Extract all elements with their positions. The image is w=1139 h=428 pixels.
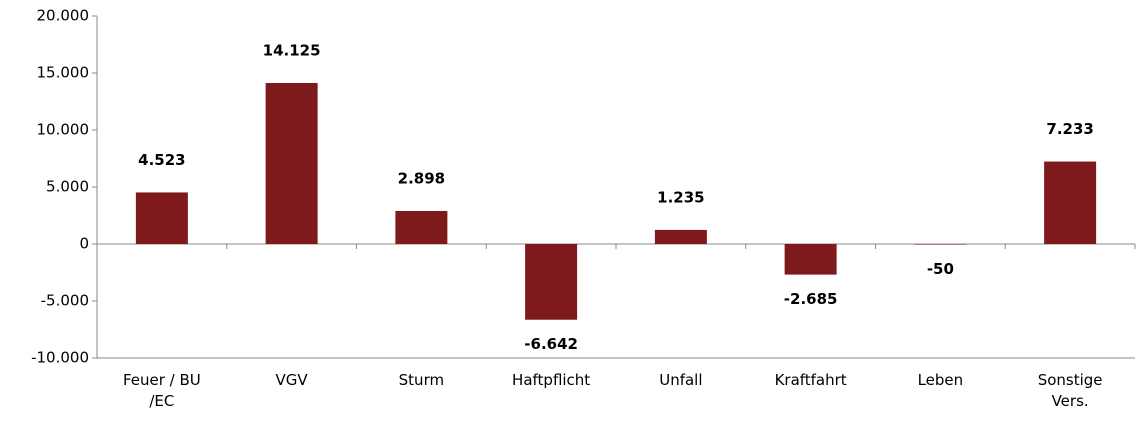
bar bbox=[1044, 161, 1097, 244]
data-label: 1.235 bbox=[657, 188, 704, 206]
x-tick-label: Kraftfahrt bbox=[774, 371, 847, 389]
x-tick-label: Sonstige Vers. bbox=[1037, 371, 1103, 410]
bar bbox=[135, 192, 188, 244]
y-tick-label: 0 bbox=[79, 235, 89, 253]
data-label: -2.685 bbox=[784, 290, 838, 308]
x-tick-label: Unfall bbox=[659, 371, 703, 389]
y-tick-label: -5.000 bbox=[41, 292, 89, 310]
y-tick-label: 10.000 bbox=[37, 121, 90, 139]
y-tick-label: 20.000 bbox=[37, 7, 90, 25]
x-tick-label: VGV bbox=[275, 371, 308, 389]
x-tick-label: Leben bbox=[917, 371, 964, 389]
data-label: 2.898 bbox=[398, 169, 445, 187]
y-tick-label: 15.000 bbox=[37, 64, 90, 82]
data-label: 14.125 bbox=[263, 41, 321, 59]
data-label: 4.523 bbox=[138, 151, 185, 169]
x-tick-label: Haftpflicht bbox=[512, 371, 591, 389]
data-label: 7.233 bbox=[1046, 120, 1093, 138]
y-tick-label: 5.000 bbox=[46, 178, 89, 196]
data-label: -6.642 bbox=[524, 335, 578, 353]
bar bbox=[525, 244, 578, 320]
bar bbox=[654, 229, 707, 244]
bar bbox=[914, 244, 967, 245]
bar bbox=[265, 82, 318, 244]
bar bbox=[784, 244, 837, 275]
data-label: -50 bbox=[927, 260, 954, 278]
bar bbox=[395, 210, 448, 244]
x-tick-label: Feuer / BU /EC bbox=[122, 371, 201, 410]
x-tick-label: Sturm bbox=[398, 371, 445, 389]
y-tick-label: -10.000 bbox=[31, 349, 89, 367]
